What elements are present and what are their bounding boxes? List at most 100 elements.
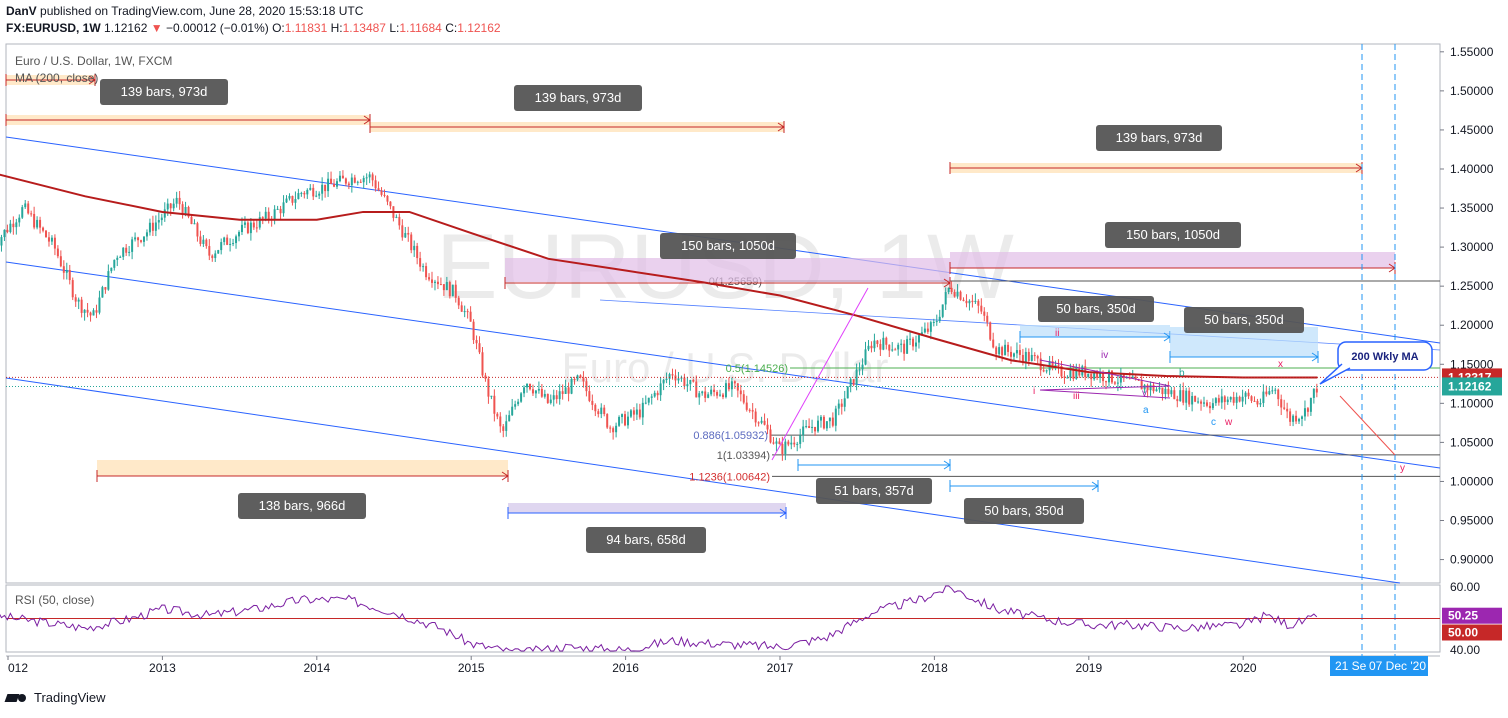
- rsi-series: [0, 585, 1318, 652]
- footer-brand[interactable]: TradingView: [6, 690, 106, 705]
- low-label: L:: [389, 21, 400, 35]
- candle-body: [852, 379, 855, 385]
- range-label-text: 139 bars, 973d: [535, 90, 622, 105]
- x-tick-label: 2013: [149, 661, 176, 675]
- candle-body: [1286, 408, 1289, 412]
- candle-body: [389, 201, 392, 207]
- candle-body: [18, 217, 21, 223]
- candle-body: [950, 287, 953, 293]
- candle-body: [148, 222, 151, 233]
- candle-body: [131, 239, 134, 252]
- channel-line: [5, 377, 1401, 584]
- candle-body: [537, 388, 540, 391]
- y-tick-label: 1.35000: [1450, 201, 1494, 215]
- date-range-box: [950, 252, 1395, 268]
- candle-body: [1158, 387, 1161, 390]
- author-name[interactable]: DanV: [6, 4, 37, 18]
- wave-label: x: [1278, 359, 1283, 370]
- candle-body: [365, 177, 368, 179]
- candle-body: [1167, 388, 1170, 395]
- candle-body: [701, 391, 704, 394]
- legend-title[interactable]: Euro / U.S. Dollar, 1W, FXCM: [15, 54, 173, 68]
- candle-body: [1274, 389, 1277, 391]
- candle-body: [1024, 351, 1027, 363]
- candle-body: [769, 429, 772, 443]
- range-label-box: [1038, 296, 1154, 322]
- candle-body: [846, 386, 849, 399]
- candle-body: [1241, 396, 1244, 402]
- candle-body: [300, 192, 303, 194]
- candle-body: [941, 304, 944, 317]
- candle-body: [606, 414, 609, 428]
- candle-body: [451, 284, 454, 297]
- candle-body: [433, 281, 436, 283]
- candle-body: [53, 237, 56, 249]
- fib-level-label: 1.1236(1.00642): [689, 471, 770, 483]
- range-label-box: [100, 79, 228, 105]
- candle-body: [971, 300, 974, 303]
- candle-body: [917, 335, 920, 343]
- candle-body: [609, 427, 612, 429]
- candle-body: [778, 441, 781, 444]
- candle-body: [45, 230, 48, 238]
- candle-body: [499, 416, 502, 427]
- candle-body: [514, 404, 517, 407]
- candle-body: [86, 309, 89, 313]
- candle-body: [255, 227, 258, 229]
- callout-box: [1337, 341, 1433, 371]
- y-tick-label: 1.50000: [1450, 84, 1494, 98]
- candle-body: [306, 189, 309, 195]
- range-label-text: 50 bars, 350d: [984, 503, 1064, 518]
- rsi-tick-label: 40.00: [1450, 643, 1480, 657]
- candle-body: [683, 377, 686, 387]
- range-label-text: 150 bars, 1050d: [1126, 227, 1220, 242]
- candle-body: [819, 416, 822, 421]
- candle-body: [626, 416, 629, 426]
- candle-body: [190, 216, 193, 225]
- candle-body: [680, 377, 683, 379]
- candle-body: [416, 245, 419, 259]
- legend-rsi[interactable]: RSI (50, close): [15, 593, 95, 607]
- candle-body: [766, 424, 769, 430]
- candle-body: [211, 255, 214, 259]
- y-tick-label: 1.20000: [1450, 318, 1494, 332]
- wave-label: b: [1179, 368, 1185, 379]
- candle-body: [1051, 361, 1054, 366]
- candle-body: [404, 233, 407, 238]
- candle-body: [1140, 380, 1143, 390]
- candle-body: [157, 220, 160, 223]
- candle-body: [1075, 368, 1078, 379]
- candle-body: [59, 256, 62, 267]
- candle-body: [398, 216, 401, 226]
- candle-body: [710, 389, 713, 395]
- rsi-line: [0, 585, 1318, 652]
- candle-body: [273, 209, 276, 221]
- candle-body: [1211, 403, 1214, 409]
- candle-body: [1271, 390, 1274, 392]
- candle-body: [101, 287, 104, 298]
- candle-body: [95, 310, 98, 313]
- candle-body: [879, 343, 882, 350]
- candle-body: [558, 391, 561, 400]
- legend-ma[interactable]: MA (200, close): [15, 71, 99, 85]
- x-tick-label: 2020: [1230, 661, 1257, 675]
- candle-body: [312, 187, 315, 197]
- candle-body: [843, 398, 846, 407]
- candle-body: [172, 203, 175, 209]
- candle-body: [1208, 405, 1211, 409]
- range-label-box: [1096, 125, 1222, 151]
- candle-body: [1004, 344, 1007, 356]
- candle-body: [552, 395, 555, 400]
- candle-body: [1066, 377, 1069, 379]
- candle-body: [285, 198, 288, 203]
- candle-body: [1161, 387, 1164, 395]
- candle-body: [56, 248, 59, 257]
- candle-body: [65, 269, 68, 273]
- symbol-label[interactable]: FX:EURUSD, 1W: [6, 21, 101, 35]
- candle-body: [1253, 400, 1256, 402]
- fib-level-label: 1(1.03394): [717, 450, 770, 462]
- arrow-head-icon: [88, 75, 96, 85]
- candle-body: [83, 309, 86, 313]
- candle-body: [1223, 396, 1226, 403]
